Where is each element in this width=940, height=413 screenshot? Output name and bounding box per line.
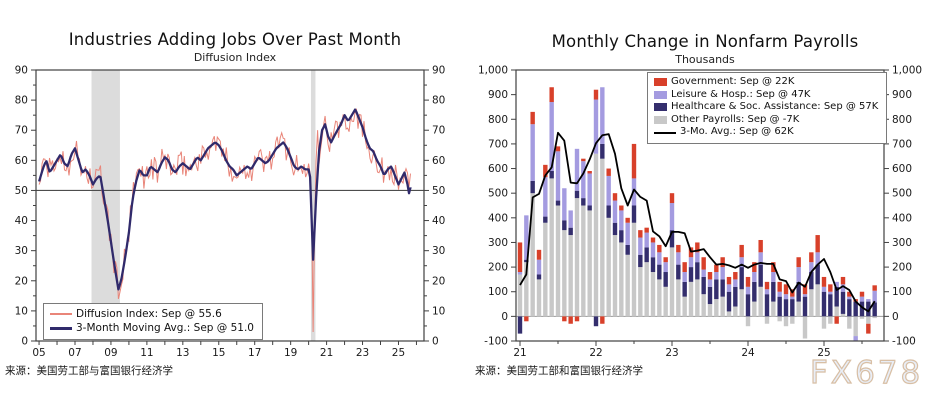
leisure-swatch xyxy=(654,90,667,99)
legend-item: Government: Sep @ 22K xyxy=(654,76,878,89)
svg-text:600: 600 xyxy=(488,163,508,175)
svg-text:60: 60 xyxy=(432,155,445,167)
svg-text:19: 19 xyxy=(284,347,297,359)
svg-text:60: 60 xyxy=(15,155,28,167)
right-chart-plot: -100 -100 0 0 100 100 200 200 300 300 400 400 500 500… xyxy=(478,65,922,360)
other-payrolls-swatch xyxy=(654,116,667,125)
svg-text:200: 200 xyxy=(892,262,912,274)
moving-avg-line-swatch xyxy=(50,326,72,330)
three-month-avg-line-swatch xyxy=(654,131,676,134)
legend-label: 3-Month Moving Avg.: Sep @ 51.0 xyxy=(76,322,254,334)
svg-text:50: 50 xyxy=(15,185,28,197)
svg-text:23: 23 xyxy=(665,347,678,359)
svg-text:11: 11 xyxy=(140,347,153,359)
svg-text:15: 15 xyxy=(212,347,225,359)
healthcare-swatch xyxy=(654,103,667,112)
svg-text:05: 05 xyxy=(32,347,45,359)
left-chart-legend: Diffusion Index: Sep @ 55.6 3-Month Movi… xyxy=(43,303,263,340)
right-chart-title: Monthly Change in Nonfarm Payrolls xyxy=(551,32,859,51)
svg-text:10: 10 xyxy=(432,305,445,317)
left-source-text: 来源：美国劳工部与富国银行经济学 xyxy=(5,365,173,377)
svg-text:900: 900 xyxy=(488,89,508,101)
svg-text:400: 400 xyxy=(488,212,508,224)
svg-text:10: 10 xyxy=(15,305,28,317)
svg-text:300: 300 xyxy=(892,237,912,249)
svg-text:21: 21 xyxy=(320,347,333,359)
svg-text:20: 20 xyxy=(15,275,28,287)
svg-text:1,000: 1,000 xyxy=(892,65,922,77)
svg-text:800: 800 xyxy=(892,114,912,126)
svg-text:30: 30 xyxy=(15,245,28,257)
svg-text:900: 900 xyxy=(892,89,912,101)
svg-text:200: 200 xyxy=(488,262,508,274)
svg-text:90: 90 xyxy=(15,65,28,77)
legend-label: Other Payrolls: Sep @ -7K xyxy=(671,113,800,125)
right-source-text: 来源：美国劳工部和富国银行经济学 xyxy=(475,365,643,377)
svg-text:40: 40 xyxy=(432,215,445,227)
right-chart-subtitle: Thousands xyxy=(675,53,735,66)
legend-item: Diffusion Index: Sep @ 55.6 xyxy=(50,307,254,321)
left-chart-panel: Industries Adding Jobs Over Past Month D… xyxy=(5,30,446,377)
legend-label: Diffusion Index: Sep @ 55.6 xyxy=(76,308,222,320)
left-chart-title: Industries Adding Jobs Over Past Month xyxy=(68,30,402,49)
legend-item: 3-Month Moving Avg.: Sep @ 51.0 xyxy=(50,321,254,335)
svg-text:600: 600 xyxy=(892,163,912,175)
svg-text:50: 50 xyxy=(432,185,445,197)
svg-text:0: 0 xyxy=(21,336,28,348)
svg-text:1,000: 1,000 xyxy=(478,65,508,77)
legend-label: Healthcare & Soc. Assistance: Sep @ 57K xyxy=(671,101,879,113)
legend-label: Leisure & Hosp.: Sep @ 47K xyxy=(671,88,811,100)
svg-text:09: 09 xyxy=(104,347,117,359)
svg-text:23: 23 xyxy=(356,347,369,359)
left-chart-subtitle: Diffusion Index xyxy=(193,51,277,64)
svg-text:800: 800 xyxy=(488,114,508,126)
legend-item: Other Payrolls: Sep @ -7K xyxy=(654,114,878,127)
svg-text:0: 0 xyxy=(501,311,508,323)
svg-text:24: 24 xyxy=(741,347,755,359)
svg-text:100: 100 xyxy=(892,286,912,298)
svg-text:90: 90 xyxy=(432,65,445,77)
svg-text:300: 300 xyxy=(488,237,508,249)
svg-text:500: 500 xyxy=(488,188,508,200)
svg-text:25: 25 xyxy=(817,347,830,359)
svg-text:-100: -100 xyxy=(892,336,916,348)
svg-text:80: 80 xyxy=(15,95,28,107)
svg-text:0: 0 xyxy=(892,311,899,323)
svg-text:25: 25 xyxy=(392,347,405,359)
svg-text:21: 21 xyxy=(513,347,526,359)
svg-text:07: 07 xyxy=(68,347,81,359)
svg-text:13: 13 xyxy=(176,347,189,359)
legend-item: Healthcare & Soc. Assistance: Sep @ 57K xyxy=(654,101,878,114)
svg-text:0: 0 xyxy=(432,336,439,348)
legend-label: 3-Mo. Avg.: Sep @ 62K xyxy=(680,126,794,138)
left-chart-plot: 0 0 10 10 20 20 30 30 40 40 50 50 60 60 70 70 80 80 90 90 05… xyxy=(15,65,446,360)
legend-item: 3-Mo. Avg.: Sep @ 62K xyxy=(654,126,878,139)
svg-text:700: 700 xyxy=(488,138,508,150)
diffusion-index-line-swatch xyxy=(50,313,72,315)
svg-text:700: 700 xyxy=(892,138,912,150)
legend-item: Leisure & Hosp.: Sep @ 47K xyxy=(654,89,878,102)
right-chart-legend: Government: Sep @ 22K Leisure & Hosp.: S… xyxy=(647,72,888,144)
svg-text:17: 17 xyxy=(248,347,261,359)
svg-text:40: 40 xyxy=(15,215,28,227)
svg-text:500: 500 xyxy=(892,188,912,200)
legend-label: Government: Sep @ 22K xyxy=(671,76,795,87)
svg-text:70: 70 xyxy=(15,125,28,137)
svg-text:70: 70 xyxy=(432,125,445,137)
right-chart-panel: Monthly Change in Nonfarm Payrolls Thous… xyxy=(470,0,940,413)
fx678-watermark: FX678 xyxy=(809,354,924,391)
svg-text:30: 30 xyxy=(432,245,445,257)
svg-text:-100: -100 xyxy=(484,336,508,348)
svg-text:80: 80 xyxy=(432,95,445,107)
government-swatch xyxy=(654,78,667,87)
svg-text:20: 20 xyxy=(432,275,445,287)
svg-text:22: 22 xyxy=(589,347,602,359)
svg-text:100: 100 xyxy=(488,286,508,298)
svg-text:400: 400 xyxy=(892,212,912,224)
